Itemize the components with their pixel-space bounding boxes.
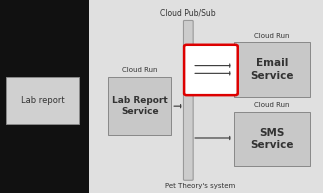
FancyBboxPatch shape	[108, 77, 171, 135]
FancyBboxPatch shape	[183, 20, 193, 180]
FancyBboxPatch shape	[6, 77, 79, 124]
Text: Email
Service: Email Service	[250, 58, 294, 81]
FancyBboxPatch shape	[234, 42, 310, 96]
Text: SMS
Service: SMS Service	[250, 128, 294, 150]
Text: Pet Theory's system: Pet Theory's system	[165, 183, 235, 189]
Text: Cloud Run: Cloud Run	[122, 67, 157, 74]
Text: Lab Report
Service: Lab Report Service	[112, 96, 168, 116]
FancyBboxPatch shape	[89, 0, 323, 193]
FancyBboxPatch shape	[234, 112, 310, 166]
FancyBboxPatch shape	[184, 45, 238, 95]
Text: Cloud Run: Cloud Run	[254, 102, 290, 108]
Text: Cloud Pub/Sub: Cloud Pub/Sub	[161, 8, 216, 17]
Text: Lab report: Lab report	[21, 96, 65, 105]
Text: Cloud Run: Cloud Run	[254, 33, 290, 39]
